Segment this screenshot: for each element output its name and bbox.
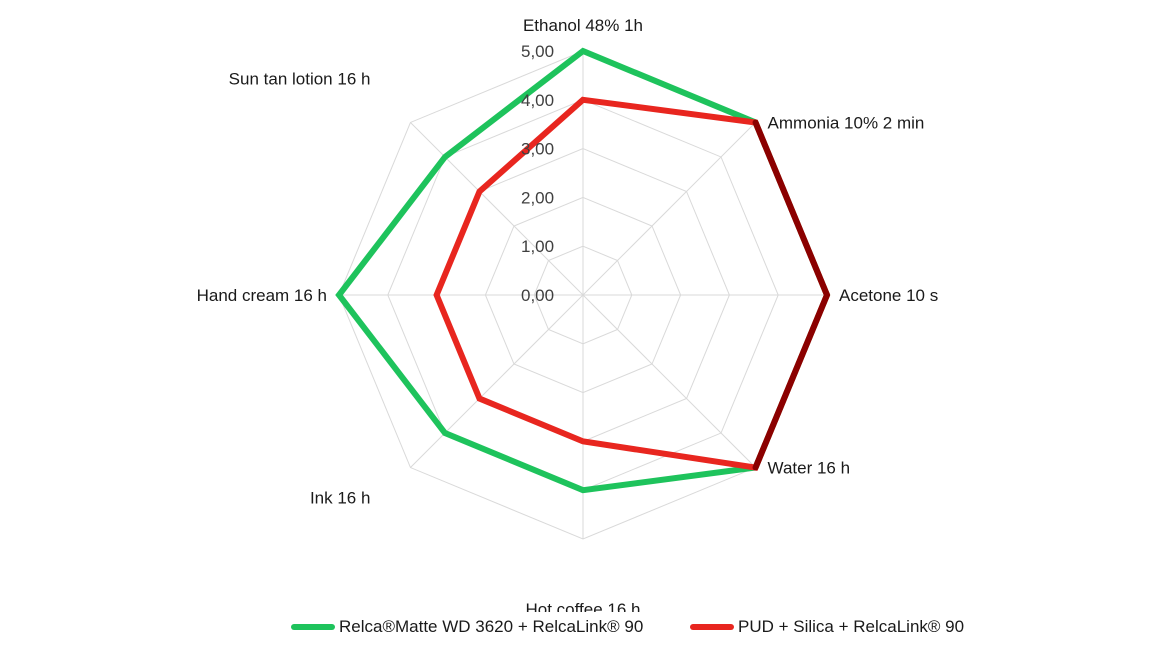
series-overlap-segment [752,119,830,298]
grid-spoke [582,294,756,468]
category-label: Acetone 10 s [839,286,938,305]
tick-label: 5,00 [521,42,554,61]
category-label: Ink 16 h [310,489,371,508]
legend: Relca®Matte WD 3620 + RelcaLink® 90 PUD … [0,612,1170,642]
legend-swatch-series-2 [690,624,734,630]
radar-series [335,47,831,494]
category-label: Hot coffee 16 h [526,600,641,612]
category-label: Hand cream 16 h [197,286,327,305]
legend-item-series-2: PUD + Silica + RelcaLink® 90 [690,612,964,642]
grid-spoke [410,294,584,468]
radar-labels: 0,00 1,00 2,00 3,00 4,00 5,00 Ethanol 48% 1h Am… [197,16,939,612]
tick-label: 0,00 [521,286,554,305]
tick-label: 2,00 [521,188,554,207]
tick-label: 3,00 [521,140,554,159]
radar-chart: 0,00 1,00 2,00 3,00 4,00 5,00 Ethanol 48% 1h Am… [197,16,939,612]
grid-spoke [582,122,756,296]
category-label: Ammonia 10% 2 min [768,113,925,132]
legend-item-series-1: Relca®Matte WD 3620 + RelcaLink® 90 [291,612,643,642]
category-label: Ethanol 48% 1h [523,16,643,35]
tick-label: 1,00 [521,237,554,256]
legend-label-series-2: PUD + Silica + RelcaLink® 90 [738,617,965,636]
category-label: Sun tan lotion 16 h [229,69,371,88]
grid-spoke [410,122,584,296]
legend-label-series-1: Relca®Matte WD 3620 + RelcaLink® 90 [339,617,644,636]
series-overlap-segment [752,292,830,471]
tick-label: 4,00 [521,91,554,110]
legend-swatch-series-1 [291,624,335,630]
category-label: Water 16 h [768,459,851,478]
